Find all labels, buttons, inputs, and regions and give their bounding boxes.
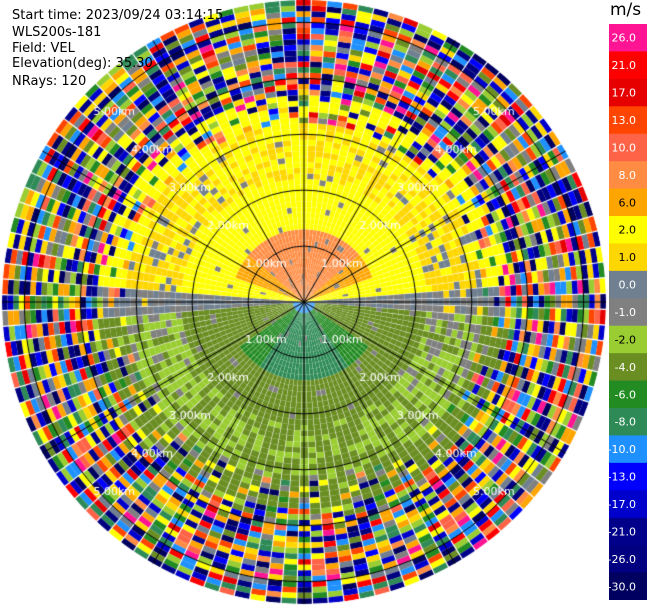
colorbar-tick-label: -21.0 [609, 525, 636, 538]
colorbar-swatch [609, 517, 647, 546]
colorbar-swatch [609, 161, 647, 190]
colorbar-tick-label: -4.0 [615, 361, 636, 374]
colorbar-tick-label: -2.0 [615, 333, 636, 346]
colorbar-swatch [609, 133, 647, 162]
colorbar-swatch [609, 24, 647, 52]
colorbar-tick-label: 17.0 [612, 87, 637, 100]
colorbar-tick-label: 13.0 [612, 114, 637, 127]
colorbar-tick-label: -8.0 [615, 416, 636, 429]
colorbar-swatch [609, 435, 647, 464]
colorbar-swatch [609, 572, 647, 600]
colorbar-swatch [609, 545, 647, 574]
colorbar-tick-label: 1.0 [619, 251, 637, 264]
colorbar-swatch [609, 462, 647, 491]
colorbar-swatch [609, 325, 647, 354]
elevation-label: Elevation(deg): 35.30 [12, 56, 153, 71]
colorbar-swatch [609, 188, 647, 217]
colorbar-swatch [609, 51, 647, 80]
colorbar-tick-label: -1.0 [615, 306, 636, 319]
colorbar-tick-label: 10.0 [612, 141, 637, 154]
instrument-label: WLS200s-181 [12, 25, 102, 40]
nrays-label: NRays: 120 [12, 74, 87, 89]
colorbar-tick-label: -26.0 [609, 553, 636, 566]
colorbar-tick-label: 8.0 [619, 169, 637, 182]
colorbar-tick-label: 0.0 [619, 279, 637, 292]
colorbar-swatch [609, 243, 647, 272]
colorbar-tick-label: 21.0 [612, 59, 637, 72]
colorbar-tick-label: 2.0 [619, 224, 637, 237]
velocity-colorbar: 26.0 21.0 17.0 13.0 10.0 8.0 6.0 2.0 1.0 0.0 -1.0 -… [609, 24, 647, 600]
colorbar-swatch [609, 408, 647, 436]
colorbar-tick-label: -10.0 [609, 443, 636, 456]
colorbar-swatch [609, 353, 647, 382]
start-time-label: Start time: 2023/09/24 03:14:15 [12, 8, 224, 23]
colorbar-unit-label: m/s [610, 0, 642, 20]
colorbar-swatch [609, 78, 647, 107]
field-label: Field: VEL [12, 41, 75, 56]
colorbar-swatch [609, 298, 647, 327]
colorbar-tick-label: -17.0 [609, 498, 636, 511]
colorbar-swatch [609, 216, 647, 244]
colorbar-tick-label: 6.0 [619, 196, 637, 209]
colorbar-swatch [609, 380, 647, 409]
colorbar-tick-label: -6.0 [615, 388, 636, 401]
colorbar-tick-label: -30.0 [609, 580, 636, 593]
colorbar-swatch [609, 270, 647, 299]
colorbar-swatch [609, 106, 647, 135]
colorbar-tick-label: -13.0 [609, 471, 636, 484]
colorbar-swatch [609, 490, 647, 519]
colorbar-tick-label: 26.0 [612, 32, 637, 45]
